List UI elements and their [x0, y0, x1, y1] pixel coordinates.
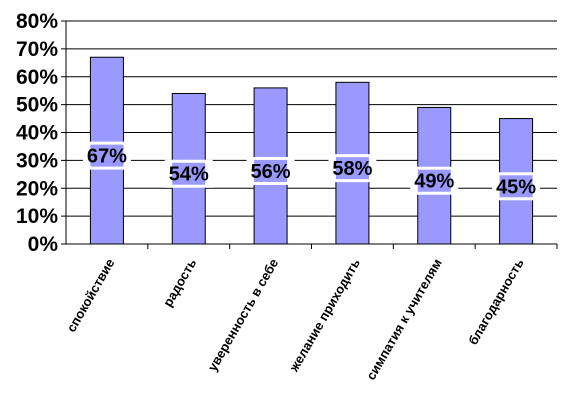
data-label: 56% [251, 161, 291, 183]
data-label-bar-band [499, 175, 533, 198]
y-axis-tick-labels: 0% 10% 20% 30% 40% 50% 60% 70% 80% [16, 10, 58, 256]
data-label: 49% [414, 171, 454, 193]
data-label-bar-band [417, 169, 451, 192]
data-label: 54% [169, 164, 209, 186]
y-tick-label: 80% [16, 10, 58, 33]
axes [61, 20, 558, 249]
y-tick-label: 20% [16, 177, 58, 200]
x-axis-tick-labels: спокойствие радость уверенность в себе жела… [63, 256, 526, 383]
data-label: 58% [332, 158, 372, 180]
data-label-bar-band [254, 159, 288, 182]
data-label-bar-band [90, 144, 124, 167]
gridlines [66, 20, 557, 245]
data-label-bar-band [335, 157, 369, 180]
x-tick-label: уверенность в себе [205, 256, 282, 374]
x-tick-label: симпатия к учителям [363, 256, 445, 383]
y-tick-label: 40% [16, 122, 58, 145]
y-tick-label: 50% [16, 94, 58, 117]
y-tick-label: 0% [28, 233, 59, 256]
x-tick-label: благодарность [465, 256, 526, 347]
y-tick-label: 60% [16, 66, 58, 89]
x-tick-label: спокойствие [63, 256, 117, 335]
y-tick-label: 30% [16, 149, 58, 172]
data-label: 67% [87, 146, 127, 168]
data-label-bar-band [172, 162, 206, 185]
y-tick-label: 10% [16, 205, 58, 228]
data-labels: 67% 54% 56% 58% 49% 45% [82, 141, 541, 201]
x-tick-label: радость [160, 256, 199, 309]
x-tick-label: желание приходить [286, 256, 363, 375]
y-tick-label: 70% [16, 38, 58, 61]
data-label: 45% [496, 176, 536, 198]
